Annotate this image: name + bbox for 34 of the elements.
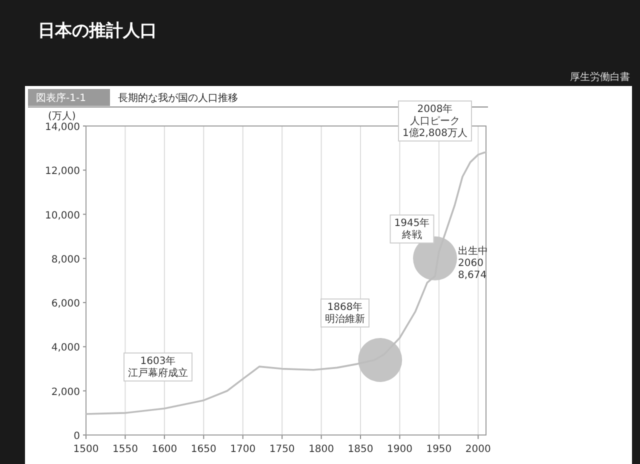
x-tick-label: 1850 [348,444,374,455]
annotation: 出生中 2060 8,674 [458,245,488,281]
annotation: 1945年 [394,217,430,229]
y-tick-label: 2,000 [51,386,80,398]
x-tick-label: 1950 [426,444,452,455]
text: 厚生労働白書 [570,71,630,83]
y-tick-label: 0 [74,431,80,442]
x-tick-label: 1900 [387,444,412,455]
annotation: 1億2,808万人 [402,127,468,139]
annotation: 江戸幕府成立 [128,367,188,379]
y-tick-label: 4,000 [51,342,80,354]
y-axis-title: (万人) [48,111,76,122]
y-tick-label: 12,000 [45,166,80,178]
x-tick-label: 2000 [465,444,491,455]
text: 図表序-1-1 長期的な我が国の人口推移 [36,93,238,104]
x-tick-label: 1500 [73,444,99,455]
x-tick-label: 1800 [308,444,334,455]
y-tick-label: 10,000 [45,210,80,222]
text: 2008年 [417,103,453,115]
annotation: 明治維新 [325,313,365,325]
y-tick-label: 8,000 [51,254,80,266]
x-tick-label: 1750 [269,444,295,455]
annotation: 1868年 [327,301,363,313]
x-tick-label: 1700 [230,444,256,455]
annotation: 終戦 [401,229,422,241]
x-tick-label: 1550 [112,444,138,455]
chart-title: 日本の推計人口 [38,21,157,41]
y-tick-label: 14,000 [45,122,80,133]
x-tick-label: 1650 [190,444,216,455]
y-tick-label: 6,000 [51,298,80,310]
annotation: 人口ピーク [410,116,460,127]
line-series [85,152,487,415]
annotation: 1603年 [140,355,176,367]
x-tick-label: 1600 [152,444,178,455]
